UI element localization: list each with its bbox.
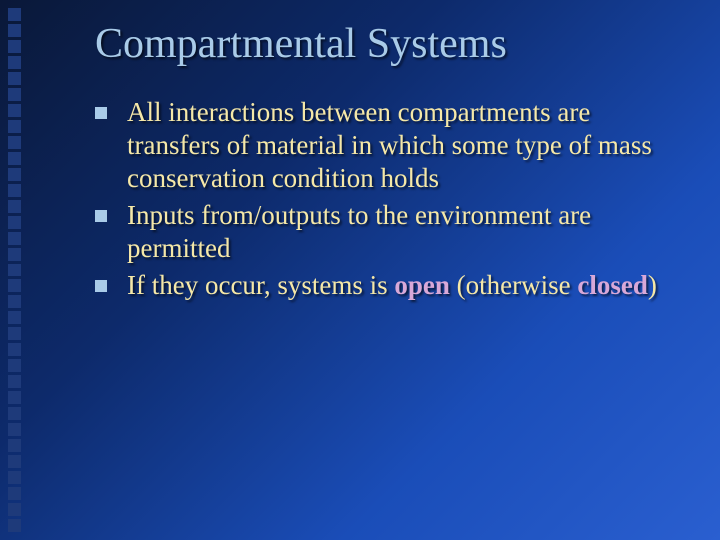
decor-square [8, 104, 21, 117]
bullet-text: All interactions between compartments ar… [127, 97, 652, 193]
decor-square [8, 375, 21, 388]
decor-square [8, 40, 21, 53]
decor-square [8, 487, 21, 500]
square-bullet-icon [95, 280, 107, 292]
bullet-item: Inputs from/outputs to the environment a… [95, 199, 690, 265]
bullet-text: If they occur, systems is [127, 270, 394, 300]
decor-square [8, 72, 21, 85]
square-bullet-icon [95, 107, 107, 119]
decor-square [8, 391, 21, 404]
bullet-text-emph: open [394, 270, 450, 300]
decor-square [8, 216, 21, 229]
decor-square [8, 120, 21, 133]
decor-square [8, 232, 21, 245]
decor-square [8, 455, 21, 468]
decor-square [8, 152, 21, 165]
decor-square [8, 359, 21, 372]
decor-square [8, 519, 21, 532]
bullet-text-emph: closed [577, 270, 648, 300]
left-decor-squares [8, 8, 26, 532]
decor-square [8, 8, 21, 21]
bullet-text: Inputs from/outputs to the environment a… [127, 200, 591, 263]
decor-square [8, 24, 21, 37]
decor-square [8, 264, 21, 277]
bullet-item: All interactions between compartments ar… [95, 96, 690, 195]
slide: Compartmental Systems All interactions b… [0, 0, 720, 540]
decor-square [8, 248, 21, 261]
decor-square [8, 279, 21, 292]
decor-square [8, 88, 21, 101]
decor-square [8, 423, 21, 436]
bullet-item: If they occur, systems is open (otherwis… [95, 269, 690, 302]
decor-square [8, 343, 21, 356]
decor-square [8, 184, 21, 197]
bullet-text: (otherwise [450, 270, 577, 300]
decor-square [8, 407, 21, 420]
decor-square [8, 295, 21, 308]
decor-square [8, 136, 21, 149]
decor-square [8, 471, 21, 484]
bullet-text: ) [648, 270, 657, 300]
decor-square [8, 439, 21, 452]
bullet-list: All interactions between compartments ar… [95, 96, 690, 302]
decor-square [8, 327, 21, 340]
decor-square [8, 168, 21, 181]
decor-square [8, 56, 21, 69]
slide-content: Compartmental Systems All interactions b… [95, 20, 690, 306]
decor-square [8, 503, 21, 516]
decor-square [8, 311, 21, 324]
slide-title: Compartmental Systems [95, 20, 690, 68]
square-bullet-icon [95, 210, 107, 222]
decor-square [8, 200, 21, 213]
